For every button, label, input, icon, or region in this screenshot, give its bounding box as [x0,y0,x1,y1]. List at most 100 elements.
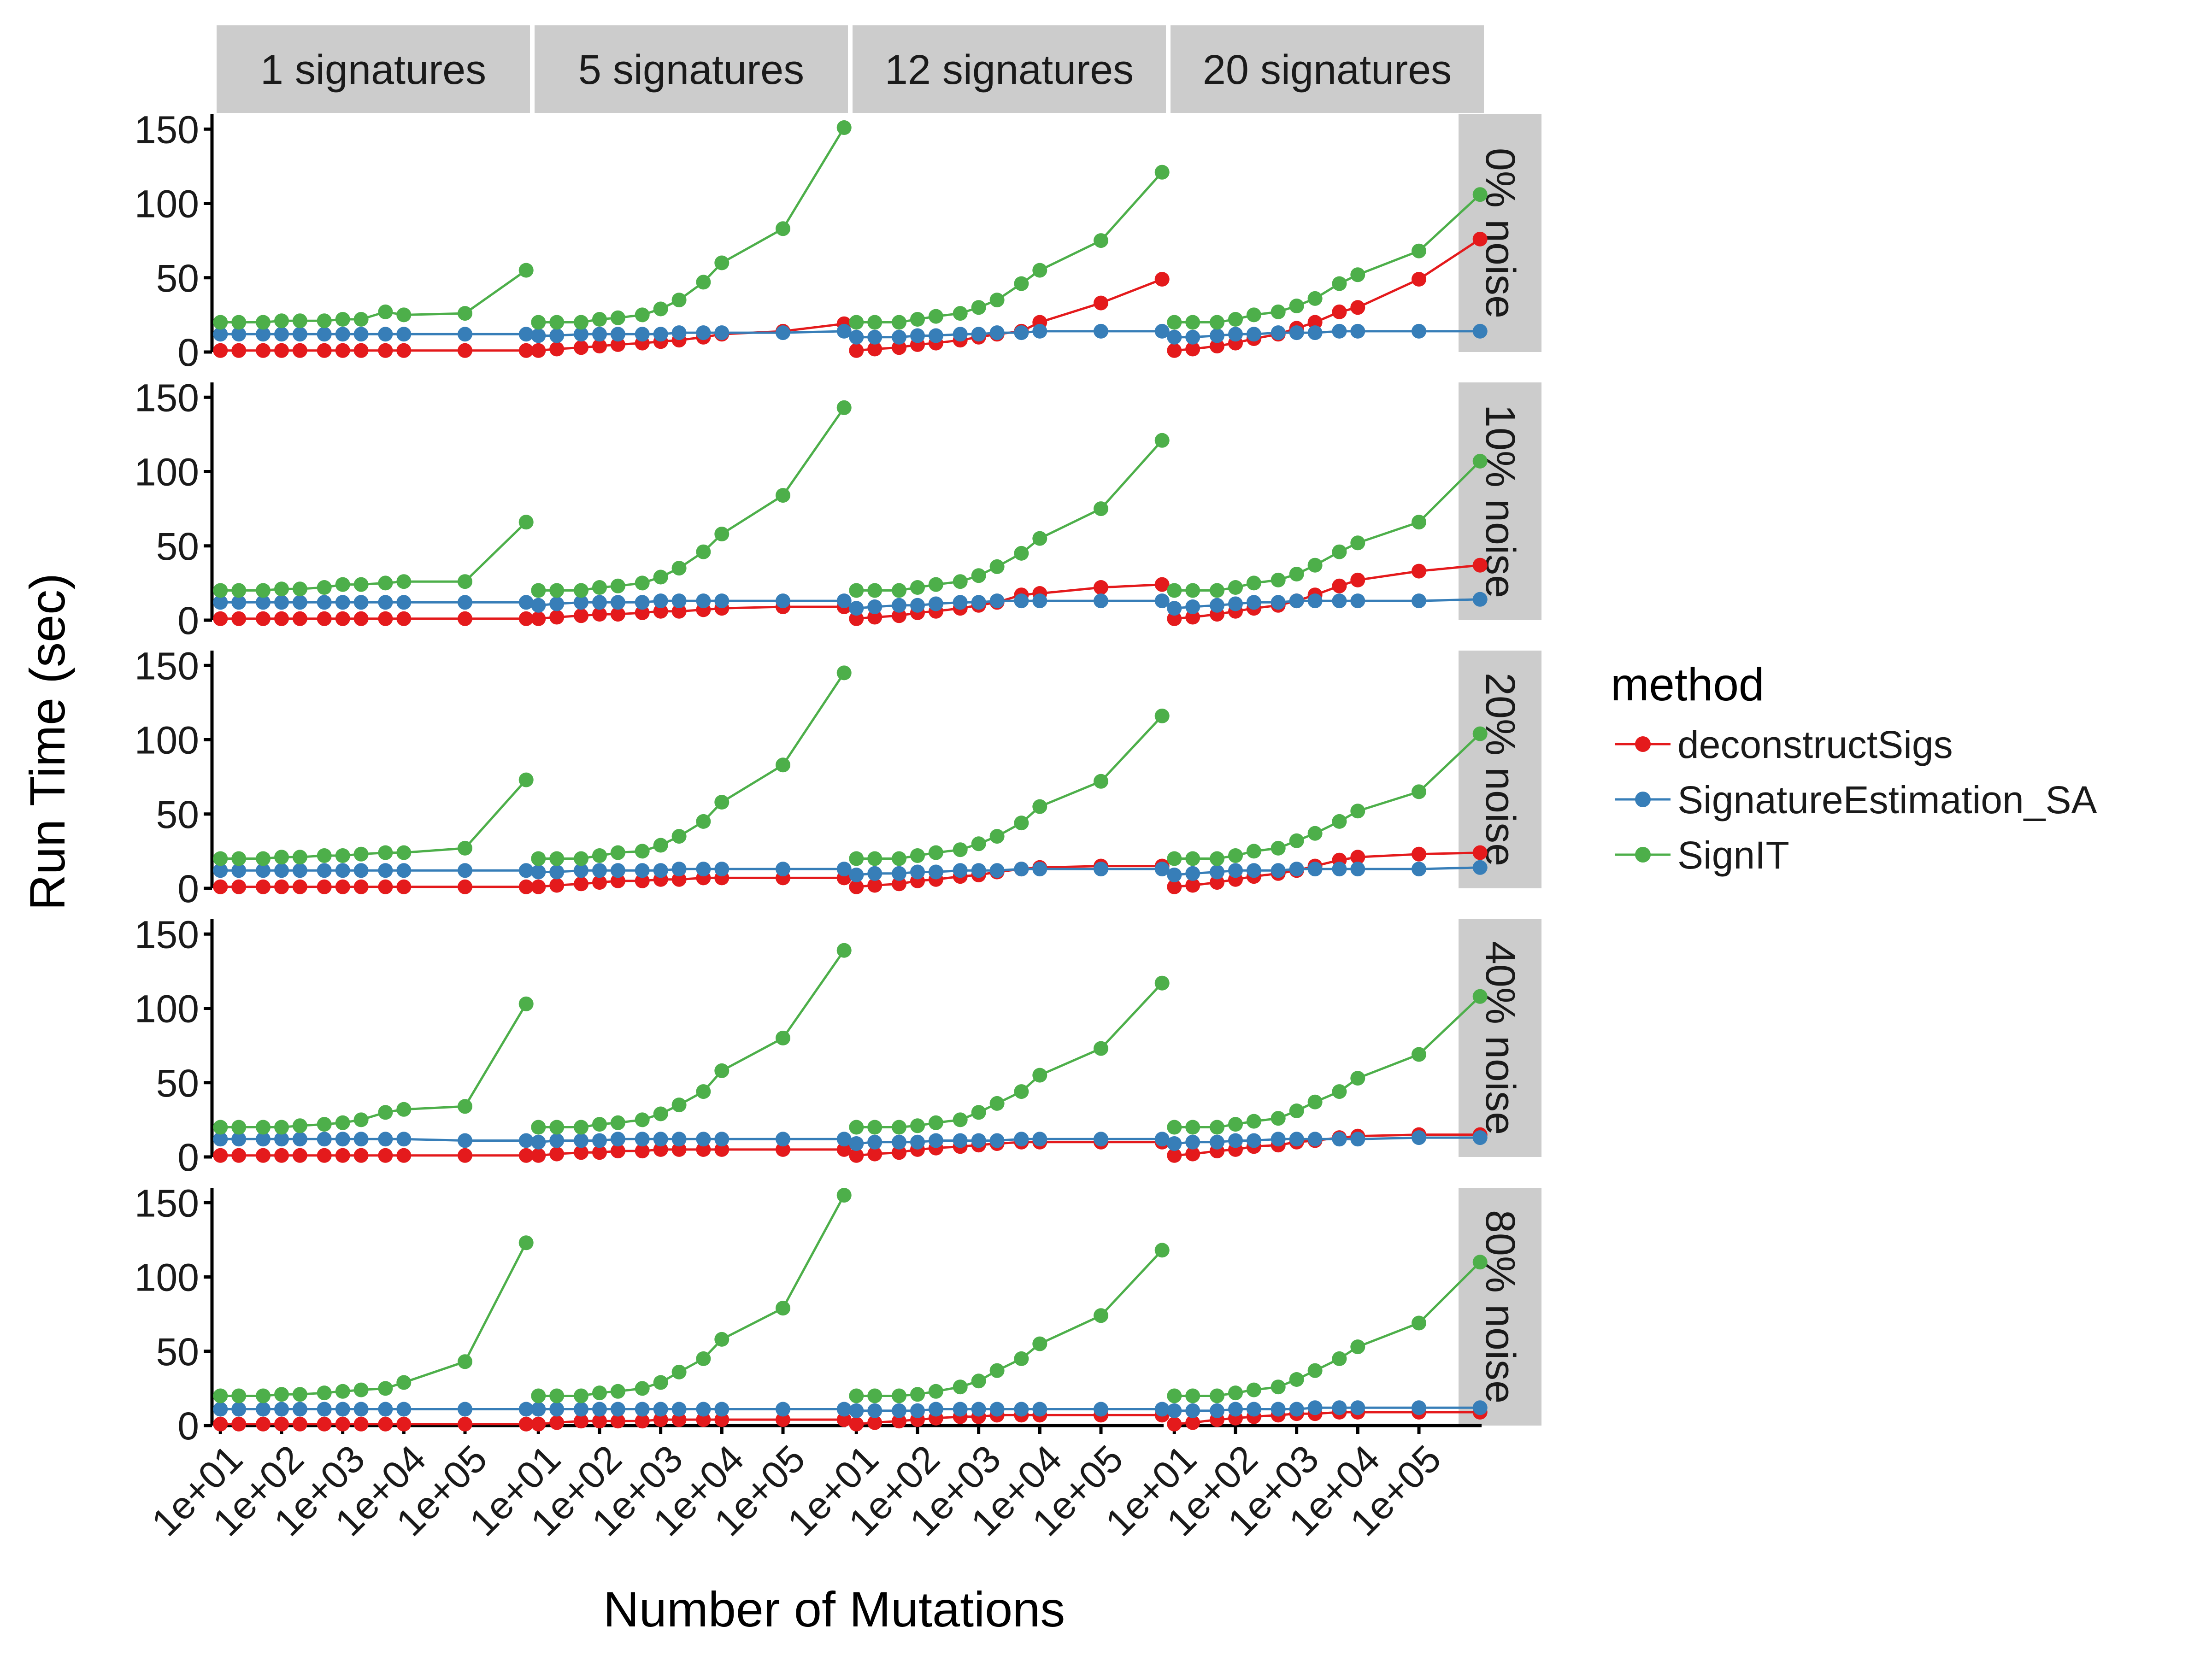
data-point [971,1105,986,1120]
data-point [213,327,228,342]
data-point [1412,846,1426,862]
data-point [1350,323,1365,339]
data-point [776,221,790,236]
data-point [836,943,852,958]
data-point [292,1148,307,1163]
y-tick-label: 0 [177,1404,199,1448]
data-point [928,577,943,592]
data-point [274,343,289,358]
data-point [396,1132,412,1147]
data-point [317,327,332,342]
data-point [549,851,565,866]
data-point [867,878,882,893]
data-point [531,1134,546,1150]
data-point [1185,1146,1200,1162]
legend-label: deconstructSigs [1677,723,1953,766]
data-point [531,864,546,880]
data-point [989,1402,1005,1417]
data-point [892,583,906,598]
data-point [892,876,906,892]
data-point [592,863,607,878]
data-point [1094,1402,1108,1417]
data-point [1032,862,1047,877]
data-point [317,1402,332,1417]
series-line [220,779,527,860]
y-tick-label: 150 [135,1181,199,1225]
data-point [653,1132,668,1147]
series-line [1174,733,1481,860]
data-point [928,1402,943,1417]
data-point [836,120,852,135]
data-point [531,879,546,894]
data-point [953,1402,968,1417]
y-tick-label: 100 [135,987,199,1031]
data-point [353,312,369,327]
data-point [776,862,790,877]
data-point [574,851,588,866]
data-point [574,863,588,878]
data-point [458,327,472,342]
data-point [1332,862,1347,877]
data-point [635,605,650,620]
data-point [1246,1402,1261,1417]
data-point [1307,315,1323,330]
data-point [353,1382,369,1397]
data-point [353,343,369,358]
data-point [458,1099,472,1114]
data-point [653,593,668,609]
data-point [574,1402,588,1417]
data-point [574,583,588,598]
data-point [867,1415,882,1430]
data-point [776,1132,790,1147]
data-point [671,593,687,609]
data-point [953,595,968,610]
data-point [849,1403,864,1418]
data-point [714,862,729,877]
data-point [531,1402,546,1417]
data-point [531,1416,546,1432]
data-point [653,1412,668,1427]
data-point [714,1142,729,1157]
data-point [849,1388,864,1403]
data-point [256,863,271,878]
data-point [1167,343,1182,358]
data-point [1332,1084,1347,1099]
data-point [714,1332,729,1347]
y-tick-label: 50 [156,793,199,836]
data-point [1332,593,1347,609]
data-point [317,611,332,626]
data-point [518,263,534,278]
data-point [1032,799,1047,814]
data-point [610,863,625,878]
data-point [1185,599,1200,614]
data-point [714,1132,729,1147]
data-point [989,1363,1005,1378]
data-point [635,1381,650,1396]
data-point [335,1384,350,1399]
data-point [292,313,307,329]
data-point [1167,315,1182,330]
data-point [317,848,332,863]
data-point [231,1416,247,1432]
data-point [1228,1117,1243,1132]
data-point [592,312,607,327]
data-point [531,343,546,358]
series-line [538,672,845,860]
data-point [696,1402,711,1417]
data-point [396,1102,412,1117]
data-point [549,596,565,611]
y-tick-label: 100 [135,719,199,762]
data-point [653,327,668,342]
data-point [928,328,943,343]
data-point [292,863,307,878]
data-point [458,1133,472,1148]
legend-key-point [1635,792,1651,807]
data-point [335,1148,350,1163]
data-point [458,1402,472,1417]
data-point [378,611,393,626]
data-point [653,863,668,878]
data-point [610,327,625,342]
data-point [1246,327,1261,342]
data-point [518,327,534,342]
